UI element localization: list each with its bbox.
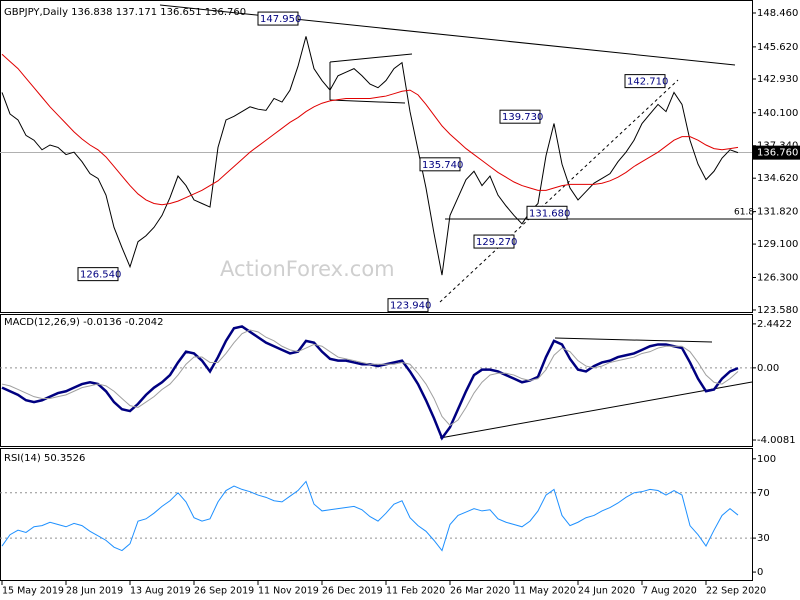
annotation-box xyxy=(387,298,429,313)
series-line xyxy=(1,53,739,206)
y-tick-label: 140.100 xyxy=(757,108,798,119)
y-tick-label: 0 xyxy=(757,567,763,578)
y-tick-label: 142.930 xyxy=(757,74,798,85)
annotation-box xyxy=(77,267,119,282)
y-tick-label: 123.580 xyxy=(757,305,798,316)
series-line xyxy=(1,36,739,276)
x-tick-label: 11 Feb 2020 xyxy=(386,586,445,597)
x-tick-label: 26 Dec 2019 xyxy=(322,586,383,597)
y-tick-label: 148.460 xyxy=(757,8,798,19)
y-tick-label: 100 xyxy=(757,454,776,465)
trendline xyxy=(159,4,736,66)
watermark: ActionForex.com xyxy=(220,257,395,281)
x-tick-label: 11 Nov 2019 xyxy=(258,586,319,597)
annotation-label: 135.740 xyxy=(422,160,463,171)
annotation-box xyxy=(473,234,515,249)
y-tick-label: 126.300 xyxy=(757,273,798,284)
trendline xyxy=(329,99,406,104)
series-line xyxy=(1,329,739,427)
annotation-box xyxy=(624,74,666,89)
x-tick-label: 28 Jun 2019 xyxy=(66,586,123,597)
x-tick-label: 11 May 2020 xyxy=(514,586,576,597)
annotation-box xyxy=(526,205,568,220)
y-tick-label: 134.620 xyxy=(757,173,798,184)
annotation-label: 147.950 xyxy=(260,14,301,25)
panel-title: MACD(12,26,9) -0.0136 -0.2042 xyxy=(4,317,164,328)
y-tick-label: 129.100 xyxy=(757,239,798,250)
panel-title: GBPJPY,Daily 136.838 137.171 136.651 136… xyxy=(4,7,246,18)
trendline xyxy=(439,381,753,439)
fib-label: 61.8 xyxy=(734,208,754,218)
trendline xyxy=(554,337,713,343)
x-tick-label: 26 Mar 2020 xyxy=(450,586,510,597)
y-tick-label: 70 xyxy=(757,488,770,499)
rsi-panel xyxy=(0,448,753,581)
annotation-label: 142.710 xyxy=(627,77,668,88)
x-tick-label: 15 May 2019 xyxy=(2,586,64,597)
y-tick-label: -4.0081 xyxy=(757,435,796,446)
macd-panel xyxy=(0,314,753,447)
y-tick-label: 30 xyxy=(757,533,770,544)
price-panel xyxy=(0,0,753,313)
x-tick-label: 7 Aug 2020 xyxy=(642,586,697,597)
annotation-box xyxy=(257,11,299,26)
last-price-box xyxy=(753,145,800,160)
y-tick-label: 145.620 xyxy=(757,42,798,53)
annotation-label: 126.540 xyxy=(80,270,121,281)
last-price-label: 136.760 xyxy=(757,148,798,159)
trendline xyxy=(439,79,679,303)
annotation-label: 129.270 xyxy=(476,237,517,248)
x-tick-label: 24 Jun 2020 xyxy=(578,586,635,597)
x-tick-label: 22 Sep 2020 xyxy=(706,586,766,597)
panel-title: RSI(14) 50.3526 xyxy=(4,453,85,464)
annotation-label: 131.680 xyxy=(529,208,570,219)
annotation-label: 139.730 xyxy=(502,112,543,123)
x-tick-label: 26 Sep 2019 xyxy=(194,586,254,597)
trendline xyxy=(329,53,413,63)
series-line xyxy=(1,480,739,552)
y-tick-label: 0.00 xyxy=(757,363,779,374)
y-tick-label: 2.4422 xyxy=(757,319,792,330)
x-tick-label: 13 Aug 2019 xyxy=(130,586,191,597)
y-tick-label: 131.820 xyxy=(757,207,798,218)
annotation-box xyxy=(419,157,461,172)
annotation-label: 123.940 xyxy=(390,301,431,312)
annotation-box xyxy=(499,109,541,124)
